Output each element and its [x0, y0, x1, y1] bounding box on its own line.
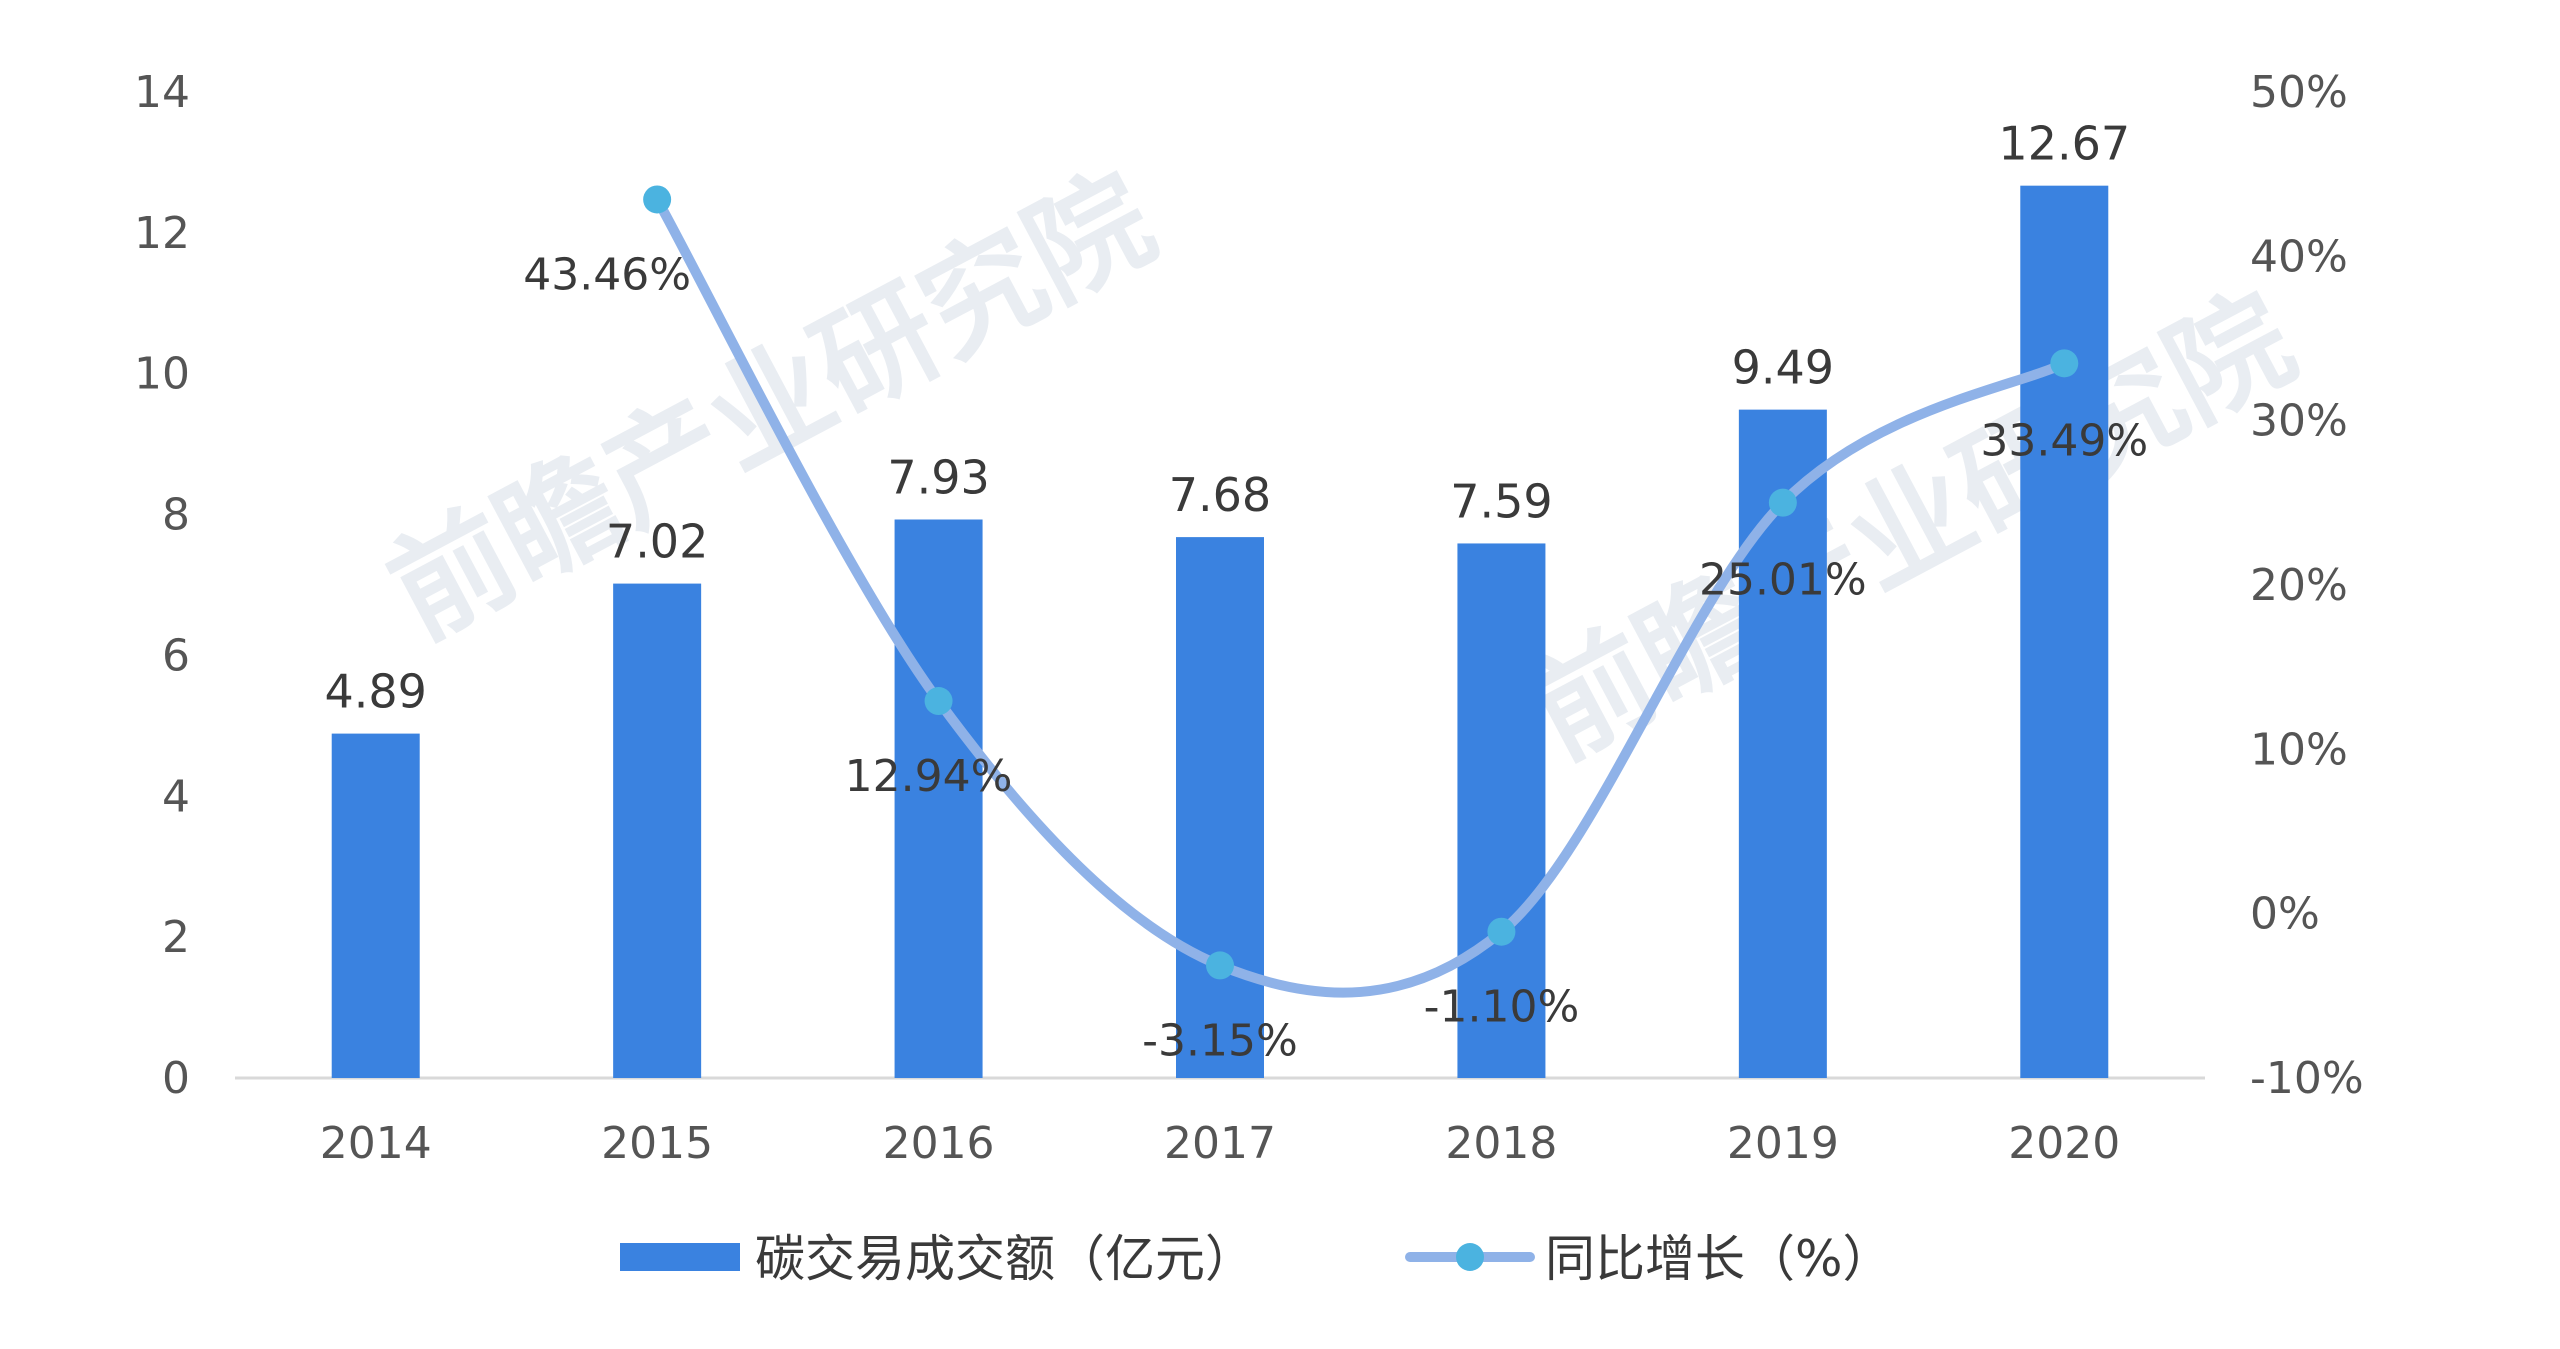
- line-data-label: 33.49%: [1980, 415, 2148, 466]
- bar-data-label: 9.49: [1732, 341, 1834, 395]
- bar-data-label: 12.67: [1998, 117, 2130, 171]
- line-point: [1487, 917, 1516, 946]
- bar-data-label: 7.68: [1169, 468, 1271, 522]
- x-tick-label: 2019: [1727, 1118, 1839, 1169]
- line-data-label: -3.15%: [1142, 1015, 1298, 1066]
- y-left-tick-label: 2: [162, 912, 190, 963]
- y-right-tick-label: -10%: [2250, 1053, 2364, 1104]
- line-point: [2050, 349, 2079, 378]
- y-left-tick-label: 10: [134, 349, 190, 400]
- bar: [2020, 185, 2109, 1079]
- y-right-tick-label: 50%: [2250, 67, 2348, 118]
- growth-line: [652, 194, 2070, 998]
- bar-data-label: 7.59: [1450, 474, 1552, 528]
- y-left-tick-label: 0: [162, 1053, 190, 1104]
- bar: [1457, 543, 1546, 1078]
- y-left-tick-label: 12: [134, 208, 190, 259]
- bar: [331, 733, 420, 1078]
- x-tick-label: 2015: [601, 1118, 713, 1169]
- y-right-tick-label: 0%: [2250, 889, 2320, 940]
- y-left-tick-label: 8: [162, 490, 190, 541]
- line-data-label: 25.01%: [1699, 555, 1867, 606]
- y-left-tick-label: 4: [162, 771, 190, 822]
- legend-bar-swatch: [620, 1243, 740, 1271]
- watermark: 前瞻产业研究院: [1508, 269, 2315, 786]
- y-left-tick-label: 6: [162, 630, 190, 681]
- line-point: [1768, 488, 1797, 517]
- legend-line-marker: [1456, 1243, 1484, 1271]
- x-tick-label: 2014: [320, 1118, 432, 1169]
- line-point: [1206, 951, 1234, 980]
- x-tick-label: 2020: [2008, 1118, 2120, 1169]
- y-right-tick-label: 10%: [2250, 724, 2348, 775]
- x-tick-label: 2018: [1445, 1118, 1557, 1169]
- line-data-label: -1.10%: [1424, 982, 1580, 1033]
- line-data-label: 43.46%: [523, 249, 691, 300]
- bar: [1176, 537, 1264, 1078]
- line-data-label: 12.94%: [845, 751, 1013, 802]
- bar-data-label: 7.93: [887, 451, 989, 505]
- legend-line-label: 同比增长（%）: [1545, 1230, 1893, 1288]
- legend-bar-label: 碳交易成交额（亿元）: [755, 1230, 1255, 1288]
- line-point: [924, 687, 953, 716]
- x-tick-label: 2017: [1164, 1118, 1276, 1169]
- line-point: [643, 185, 672, 214]
- y-right-tick-label: 30%: [2250, 396, 2348, 447]
- y-left-tick-label: 14: [134, 67, 190, 118]
- x-tick-label: 2016: [883, 1118, 995, 1169]
- bar: [894, 519, 983, 1078]
- bar: [613, 583, 702, 1078]
- bar-data-label: 4.89: [325, 665, 427, 719]
- bar-data-label: 7.02: [606, 515, 708, 569]
- y-right-tick-label: 40%: [2250, 231, 2348, 282]
- bar: [1738, 409, 1827, 1079]
- y-right-tick-label: 20%: [2250, 560, 2348, 611]
